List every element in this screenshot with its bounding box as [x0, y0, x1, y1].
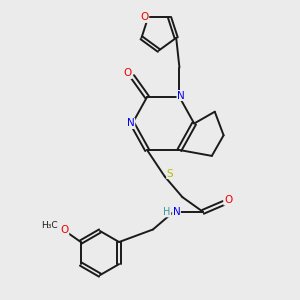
Text: O: O	[61, 225, 69, 235]
Text: O: O	[224, 195, 232, 205]
Text: O: O	[124, 68, 132, 78]
Text: S: S	[167, 169, 173, 178]
Text: H: H	[164, 207, 171, 217]
Text: N: N	[177, 91, 185, 100]
Text: N: N	[172, 207, 180, 217]
Text: H₃C: H₃C	[42, 221, 58, 230]
Text: O: O	[140, 13, 149, 22]
Text: N: N	[127, 118, 135, 128]
